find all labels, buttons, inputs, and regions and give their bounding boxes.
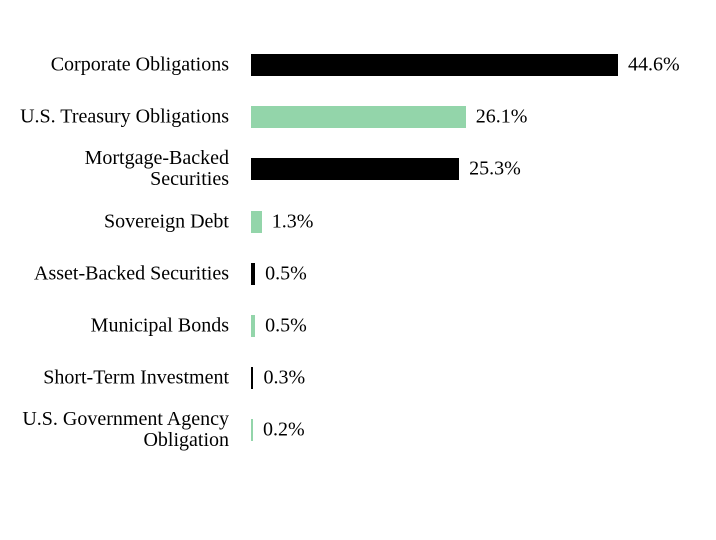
- category-label: Municipal Bonds: [0, 314, 229, 337]
- category-label: U.S. Treasury Obligations: [0, 105, 229, 128]
- bar: [251, 262, 256, 285]
- category-label-line: Obligation: [143, 429, 229, 452]
- category-label-line: Municipal Bonds: [90, 314, 229, 337]
- bar: [251, 106, 466, 129]
- bar: [251, 419, 253, 442]
- category-label-line: Sovereign Debt: [104, 210, 229, 233]
- bar-value-label: 0.5%: [265, 262, 307, 285]
- category-label-line: Short-Term Investment: [43, 366, 229, 389]
- category-label: Corporate Obligations: [0, 53, 229, 76]
- bar: [251, 54, 618, 76]
- category-label-line: Securities: [150, 168, 229, 191]
- category-label-line: Corporate Obligations: [50, 53, 229, 76]
- bar-value-label: 0.5%: [265, 314, 307, 337]
- bar-value-label: 44.6%: [628, 53, 680, 76]
- bar-value-label: 1.3%: [271, 210, 314, 233]
- category-label: Sovereign Debt: [0, 211, 229, 232]
- bar-value-label: 26.1%: [475, 105, 528, 128]
- bar-value-label: 25.3%: [469, 157, 521, 180]
- category-label: Asset-Backed Securities: [0, 263, 229, 284]
- category-label-line: Asset-Backed Securities: [34, 262, 229, 285]
- category-label: U.S. Government Agency Obligation: [0, 409, 229, 451]
- bar: [251, 367, 254, 390]
- category-label: Mortgage-Backed Securities: [0, 148, 229, 190]
- bar-value-label: 0.3%: [263, 366, 306, 389]
- category-label: Short-Term Investment: [0, 366, 229, 389]
- category-label-line: U.S. Government Agency: [22, 408, 229, 431]
- category-label-line: Mortgage-Backed: [84, 147, 229, 170]
- bar: [251, 315, 256, 337]
- bar: [251, 210, 262, 233]
- bar-value-label: 0.2%: [263, 418, 305, 441]
- category-label-line: U.S. Treasury Obligations: [20, 105, 229, 128]
- bar: [251, 158, 460, 181]
